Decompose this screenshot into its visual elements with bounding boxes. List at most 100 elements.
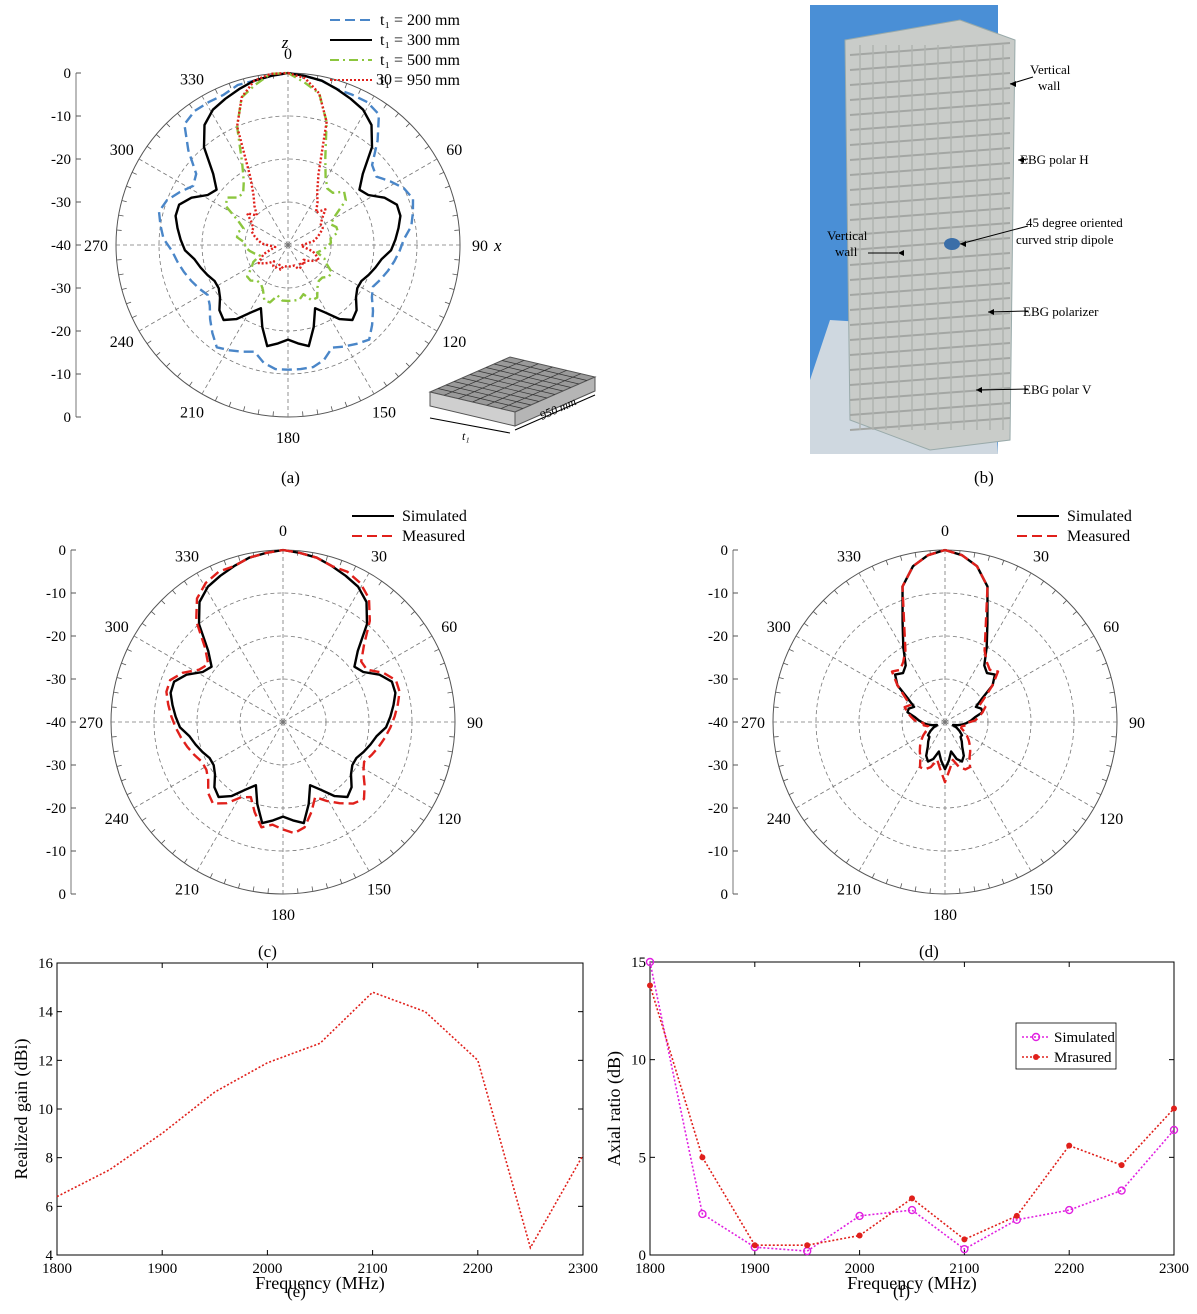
polar-ring-tick bbox=[434, 649, 439, 651]
label-ebg-polar-v: EBG polar V bbox=[1023, 382, 1092, 397]
polar-ring-tick bbox=[783, 779, 788, 781]
radial-tick-label: -20 bbox=[46, 801, 66, 817]
polar-ring-tick bbox=[776, 692, 781, 693]
polar-chart-d: 03060901201501802102402703003300-10-20-3… bbox=[600, 495, 1197, 940]
polar-spoke bbox=[202, 245, 288, 394]
angle-tick-label: 30 bbox=[371, 549, 387, 566]
polar-chart-c: 03060901201501802102402703003300-10-20-3… bbox=[0, 495, 600, 940]
series-2-marker bbox=[1066, 1143, 1072, 1149]
polar-ring-tick bbox=[126, 302, 131, 304]
polar-ring-tick bbox=[395, 373, 398, 377]
polar-chart-a: 03060901201501802102402703003300-10-20-3… bbox=[0, 0, 600, 470]
polar-ring-tick bbox=[326, 556, 327, 561]
caption-e: (e) bbox=[287, 1282, 306, 1302]
caption-a: (a) bbox=[281, 468, 300, 488]
radial-tick-label: -30 bbox=[46, 672, 66, 688]
label-vertical-wall-1b: wall bbox=[1038, 78, 1061, 93]
angle-tick-label: 180 bbox=[933, 907, 957, 924]
series-2-marker bbox=[909, 1195, 915, 1201]
polar-spoke bbox=[197, 573, 283, 722]
polar-ring-tick bbox=[340, 879, 342, 884]
polar-spoke bbox=[283, 722, 369, 871]
polar-ring-tick bbox=[132, 316, 137, 318]
polar-ring-tick bbox=[326, 883, 327, 888]
angle-tick-label: 60 bbox=[441, 619, 457, 636]
y-tick-label: 16 bbox=[38, 956, 54, 972]
polar-ring-tick bbox=[789, 649, 794, 651]
polar-ring-tick bbox=[354, 566, 356, 571]
radial-tick-label: 0 bbox=[721, 887, 729, 903]
polar-spoke bbox=[796, 636, 945, 722]
polar-spoke bbox=[945, 636, 1094, 722]
y-tick-label: 10 bbox=[631, 1053, 646, 1069]
legend-label: Measured bbox=[1067, 528, 1130, 545]
polar-ring-tick bbox=[384, 104, 387, 108]
polar-ring-tick bbox=[224, 560, 226, 565]
series-2-marker bbox=[1119, 1162, 1125, 1168]
polar-ring-tick bbox=[215, 396, 217, 401]
axis-x-label: x bbox=[493, 236, 502, 255]
polar-ring-tick bbox=[238, 556, 239, 561]
y-tick-label: 14 bbox=[38, 1005, 54, 1021]
y-tick-label: 6 bbox=[46, 1199, 54, 1215]
polar-ring-tick bbox=[411, 611, 415, 614]
polar-ring-tick bbox=[166, 123, 170, 127]
polar-ring-tick bbox=[447, 692, 452, 693]
angle-tick-label: 300 bbox=[110, 142, 134, 159]
caption-c: (c) bbox=[258, 942, 277, 962]
polar-ring-tick bbox=[813, 829, 817, 832]
legend-label: Measured bbox=[402, 528, 465, 545]
polar-ring-tick bbox=[834, 590, 837, 594]
polar-ring-tick bbox=[872, 566, 874, 571]
angle-tick-label: 90 bbox=[467, 715, 483, 732]
polar-ring-tick bbox=[1102, 663, 1107, 665]
label-vertical-wall-1a: Vertical bbox=[1030, 62, 1071, 77]
radial-tick-label: -10 bbox=[51, 109, 71, 125]
polar-ring-tick bbox=[823, 600, 827, 604]
y-tick-label: 5 bbox=[639, 1150, 647, 1166]
polar-ring-tick bbox=[379, 581, 382, 585]
polar-ring-tick bbox=[1102, 779, 1107, 781]
angle-tick-label: 180 bbox=[271, 907, 295, 924]
polar-ring-tick bbox=[127, 793, 132, 795]
radial-tick-label: -10 bbox=[51, 367, 71, 383]
polar-ring-tick bbox=[147, 341, 151, 344]
angle-tick-label: 120 bbox=[437, 811, 461, 828]
polar-ring-tick bbox=[354, 873, 356, 878]
polar-ring-tick bbox=[900, 883, 901, 888]
polar-spoke bbox=[283, 573, 369, 722]
radial-tick-label: 0 bbox=[64, 410, 72, 426]
polar-ring-tick bbox=[452, 274, 457, 275]
legend-label: t₁ = 300 mm bbox=[380, 32, 460, 49]
polar-ring-tick bbox=[440, 663, 445, 665]
legend-label: t₁ = 500 mm bbox=[380, 52, 460, 69]
caption-b: (b) bbox=[974, 468, 994, 488]
label-dipole-a: 45 degree oriented bbox=[1026, 215, 1123, 230]
radial-tick-label: -20 bbox=[51, 324, 71, 340]
radial-tick-label: -10 bbox=[708, 586, 728, 602]
angle-tick-label: 270 bbox=[84, 238, 108, 255]
polar-ring-tick bbox=[126, 186, 131, 188]
polar-ring-tick bbox=[114, 751, 119, 752]
dipole-marker bbox=[944, 238, 960, 250]
angle-tick-label: 270 bbox=[741, 715, 765, 732]
series-2-marker bbox=[804, 1242, 810, 1248]
polar-ring-tick bbox=[779, 765, 784, 766]
polar-ring-tick bbox=[401, 840, 405, 844]
angle-tick-label: 90 bbox=[472, 238, 488, 255]
polar-ring-tick bbox=[1052, 590, 1055, 594]
polar-ring-tick bbox=[229, 402, 231, 407]
legend-marker bbox=[1033, 1054, 1039, 1060]
polar-ring-tick bbox=[804, 623, 808, 626]
polar-ring-tick bbox=[872, 873, 874, 878]
polar-ring-tick bbox=[177, 113, 180, 117]
angle-tick-label: 150 bbox=[1029, 881, 1053, 898]
series-2-line bbox=[892, 550, 998, 782]
polar-spoke bbox=[859, 722, 945, 871]
angle-tick-label: 330 bbox=[180, 72, 204, 89]
polar-ring-tick bbox=[1096, 649, 1101, 651]
angle-tick-label: 0 bbox=[279, 523, 287, 540]
polar-ring-tick bbox=[172, 590, 175, 594]
